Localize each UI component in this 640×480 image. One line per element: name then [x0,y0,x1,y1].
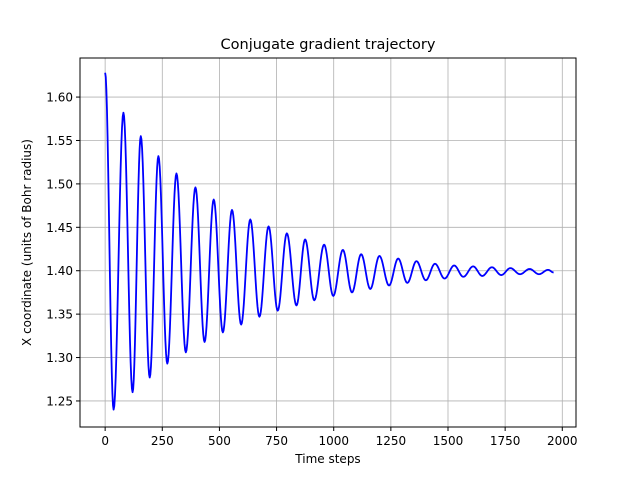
chart-title: Conjugate gradient trajectory [221,37,436,53]
axes-frame [79,57,577,428]
x-axis: 0 250 500 750 1000 1250 1500 1750 2000 [101,427,578,448]
y-tick-label: 1.60 [46,91,73,105]
y-tick-label: 1.55 [46,134,73,148]
y-axis-label: X coordinate (units of Bohr radius) [20,139,34,346]
x-tick-label: 0 [101,434,109,448]
x-tick-label: 1500 [433,434,464,448]
x-tick-label: 1000 [318,434,349,448]
y-tick-label: 1.30 [46,351,73,365]
y-axis: 1.25 1.30 1.35 1.40 1.45 1.50 1.55 1.60 [46,91,80,408]
x-tick-label: 500 [208,434,231,448]
x-tick-label: 1750 [490,434,521,448]
x-tick-label: 750 [265,434,288,448]
x-tick-label: 1250 [376,434,407,448]
y-tick-label: 1.35 [46,308,73,322]
trajectory-line [104,72,555,411]
x-axis-label: Time steps [294,452,360,466]
y-tick-label: 1.50 [46,177,73,191]
y-tick-label: 1.40 [46,264,73,278]
y-tick-label: 1.45 [46,221,73,235]
x-tick-label: 2000 [547,434,578,448]
x-tick-label: 250 [151,434,174,448]
plot-area [104,72,555,411]
y-tick-label: 1.25 [46,394,73,408]
